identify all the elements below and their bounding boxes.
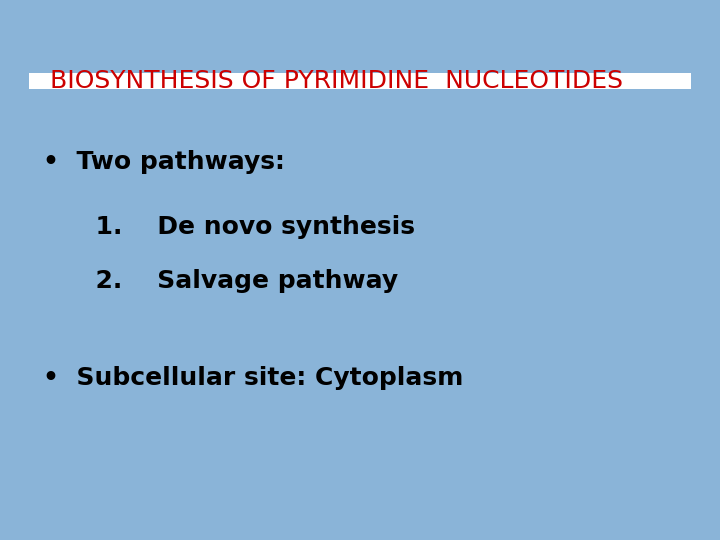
Text: •  Two pathways:: • Two pathways: [43,150,285,174]
Text: BIOSYNTHESIS OF PYRIMIDINE  NUCLEOTIDES: BIOSYNTHESIS OF PYRIMIDINE NUCLEOTIDES [50,69,624,93]
Text: 2.    Salvage pathway: 2. Salvage pathway [43,269,398,293]
Text: 1.    De novo synthesis: 1. De novo synthesis [43,215,415,239]
Text: •  Subcellular site: Cytoplasm: • Subcellular site: Cytoplasm [43,366,464,390]
FancyBboxPatch shape [29,73,691,89]
